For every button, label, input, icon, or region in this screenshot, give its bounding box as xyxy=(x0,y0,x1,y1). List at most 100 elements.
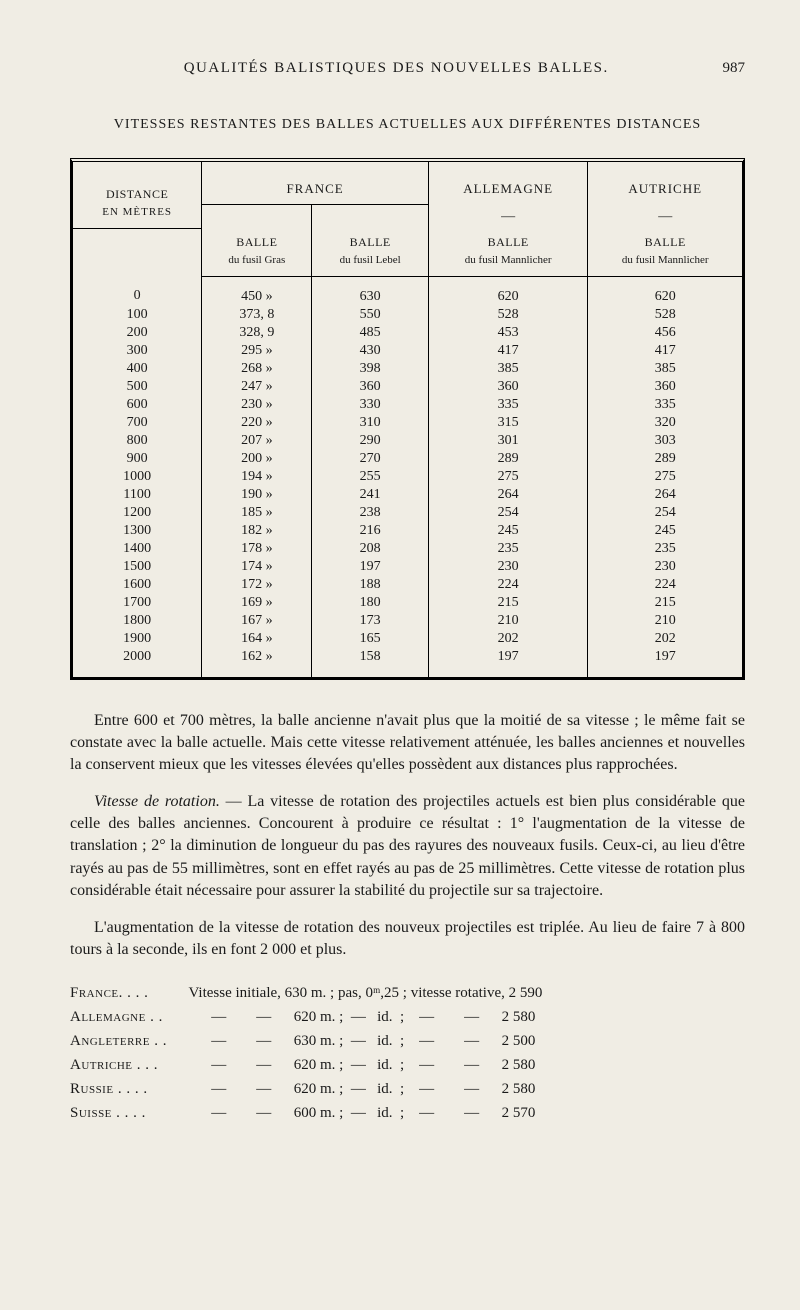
table-row: 1300182 »216245245 xyxy=(73,522,742,540)
table-cell: 255 xyxy=(312,468,429,486)
th-allemagne: ALLEMAGNE xyxy=(428,162,587,204)
table-cell: 207 » xyxy=(202,432,312,450)
table-row: 1800167 »173210210 xyxy=(73,612,742,630)
table-cell: 158 xyxy=(312,648,429,677)
table-cell: 165 xyxy=(312,630,429,648)
table-cell: 320 xyxy=(588,414,742,432)
table-row: 1500174 »197230230 xyxy=(73,558,742,576)
table-cell: 1500 xyxy=(73,558,202,576)
table-row: 2000162 »158197197 xyxy=(73,648,742,677)
country-row: Allemagne . . — — 620 m. ; — id. ; — — 2… xyxy=(70,1005,745,1029)
table-cell: 200 » xyxy=(202,450,312,468)
table-row: 600230 »330335335 xyxy=(73,396,742,414)
table-cell: 500 xyxy=(73,378,202,396)
table-cell: 216 xyxy=(312,522,429,540)
table-cell: 268 » xyxy=(202,360,312,378)
table-cell: 215 xyxy=(428,594,587,612)
table-cell: 450 » xyxy=(202,276,312,306)
table-cell: 241 xyxy=(312,486,429,504)
paragraph-2: Vitesse de rotation. — La vitesse de rot… xyxy=(70,791,745,903)
table-cell: 210 xyxy=(588,612,742,630)
th-france: FRANCE xyxy=(202,162,429,204)
table-cell: 1400 xyxy=(73,540,202,558)
table-cell: 185 » xyxy=(202,504,312,522)
table-cell: 328, 9 xyxy=(202,324,312,342)
table-cell: 335 xyxy=(428,396,587,414)
body-text: Entre 600 et 700 mètres, la balle ancien… xyxy=(70,710,745,962)
table-row: 900200 »270289289 xyxy=(73,450,742,468)
table-row: 0450 »630620620 xyxy=(73,276,742,306)
table-cell: 620 xyxy=(428,276,587,306)
table-row: 1900164 »165202202 xyxy=(73,630,742,648)
table-cell: 197 xyxy=(312,558,429,576)
table-cell: 385 xyxy=(588,360,742,378)
ballistics-table: DISTANCE FRANCE ALLEMAGNE AUTRICHE EN MÈ… xyxy=(73,162,742,677)
table-cell: 373, 8 xyxy=(202,306,312,324)
table-row: 300295 »430417417 xyxy=(73,342,742,360)
table-cell: 254 xyxy=(588,504,742,522)
table-cell: 275 xyxy=(588,468,742,486)
table-cell: 202 xyxy=(588,630,742,648)
table-cell: 220 » xyxy=(202,414,312,432)
table-row: 700220 »310315320 xyxy=(73,414,742,432)
paragraph-1: Entre 600 et 700 mètres, la balle ancien… xyxy=(70,710,745,777)
table-cell: 235 xyxy=(428,540,587,558)
table-row: 400268 »398385385 xyxy=(73,360,742,378)
table-cell: 289 xyxy=(428,450,587,468)
table-cell: 310 xyxy=(312,414,429,432)
table-cell: 0 xyxy=(73,276,202,306)
table-cell: 238 xyxy=(312,504,429,522)
table-cell: 100 xyxy=(73,306,202,324)
country-row: Russie . . . . — — 620 m. ; — id. ; — — … xyxy=(70,1077,745,1101)
table-cell: 620 xyxy=(588,276,742,306)
table-cell: 1200 xyxy=(73,504,202,522)
th-dash xyxy=(312,204,429,229)
country-values: — — 600 m. ; — id. ; — — 2 570 xyxy=(185,1101,535,1125)
table-cell: 400 xyxy=(73,360,202,378)
table-cell: 700 xyxy=(73,414,202,432)
table-cell: 245 xyxy=(588,522,742,540)
table-cell: 800 xyxy=(73,432,202,450)
table-cell: 270 xyxy=(312,450,429,468)
paragraph-3: L'augmentation de la vitesse de rotation… xyxy=(70,917,745,962)
table-cell: 197 xyxy=(428,648,587,677)
table-cell: 164 » xyxy=(202,630,312,648)
th-lebel: du fusil Lebel xyxy=(312,252,429,277)
table-cell: 630 xyxy=(312,276,429,306)
table-cell: 456 xyxy=(588,324,742,342)
table-cell: 180 xyxy=(312,594,429,612)
table-cell: 1600 xyxy=(73,576,202,594)
table-cell: 169 » xyxy=(202,594,312,612)
table-cell: 290 xyxy=(312,432,429,450)
country-name: Suisse . . . . xyxy=(70,1101,185,1125)
country-name: France. . . . xyxy=(70,981,185,1005)
table-row: 1000194 »255275275 xyxy=(73,468,742,486)
country-values: — — 630 m. ; — id. ; — — 2 500 xyxy=(185,1029,535,1053)
table-cell: 230 xyxy=(428,558,587,576)
table-cell: 210 xyxy=(428,612,587,630)
table-row: 1200185 »238254254 xyxy=(73,504,742,522)
country-name: Autriche . . . xyxy=(70,1053,185,1077)
table-cell: 174 » xyxy=(202,558,312,576)
table-cell: 173 xyxy=(312,612,429,630)
table-cell: 485 xyxy=(312,324,429,342)
table-cell: 1700 xyxy=(73,594,202,612)
th-distance: DISTANCE xyxy=(73,162,202,204)
th-autriche: AUTRICHE xyxy=(588,162,742,204)
table-cell: 417 xyxy=(428,342,587,360)
page-header: QUALITÉS BALISTIQUES DES NOUVELLES BALLE… xyxy=(70,60,745,77)
table-cell: 1100 xyxy=(73,486,202,504)
th-balle: BALLE xyxy=(588,229,742,252)
th-balle: BALLE xyxy=(312,229,429,252)
table-caption: VITESSES RESTANTES DES BALLES ACTUELLES … xyxy=(70,117,745,133)
page-container: QUALITÉS BALISTIQUES DES NOUVELLES BALLE… xyxy=(0,0,800,1175)
country-name: Russie . . . . xyxy=(70,1077,185,1101)
running-title: QUALITÉS BALISTIQUES DES NOUVELLES BALLE… xyxy=(70,60,723,77)
country-values: — — 620 m. ; — id. ; — — 2 580 xyxy=(185,1077,535,1101)
country-list: France. . . . Vitesse initiale, 630 m. ;… xyxy=(70,981,745,1125)
country-row: Suisse . . . . — — 600 m. ; — id. ; — — … xyxy=(70,1101,745,1125)
table-cell: 264 xyxy=(428,486,587,504)
table-cell: 289 xyxy=(588,450,742,468)
table-cell: 215 xyxy=(588,594,742,612)
table-cell: 528 xyxy=(588,306,742,324)
